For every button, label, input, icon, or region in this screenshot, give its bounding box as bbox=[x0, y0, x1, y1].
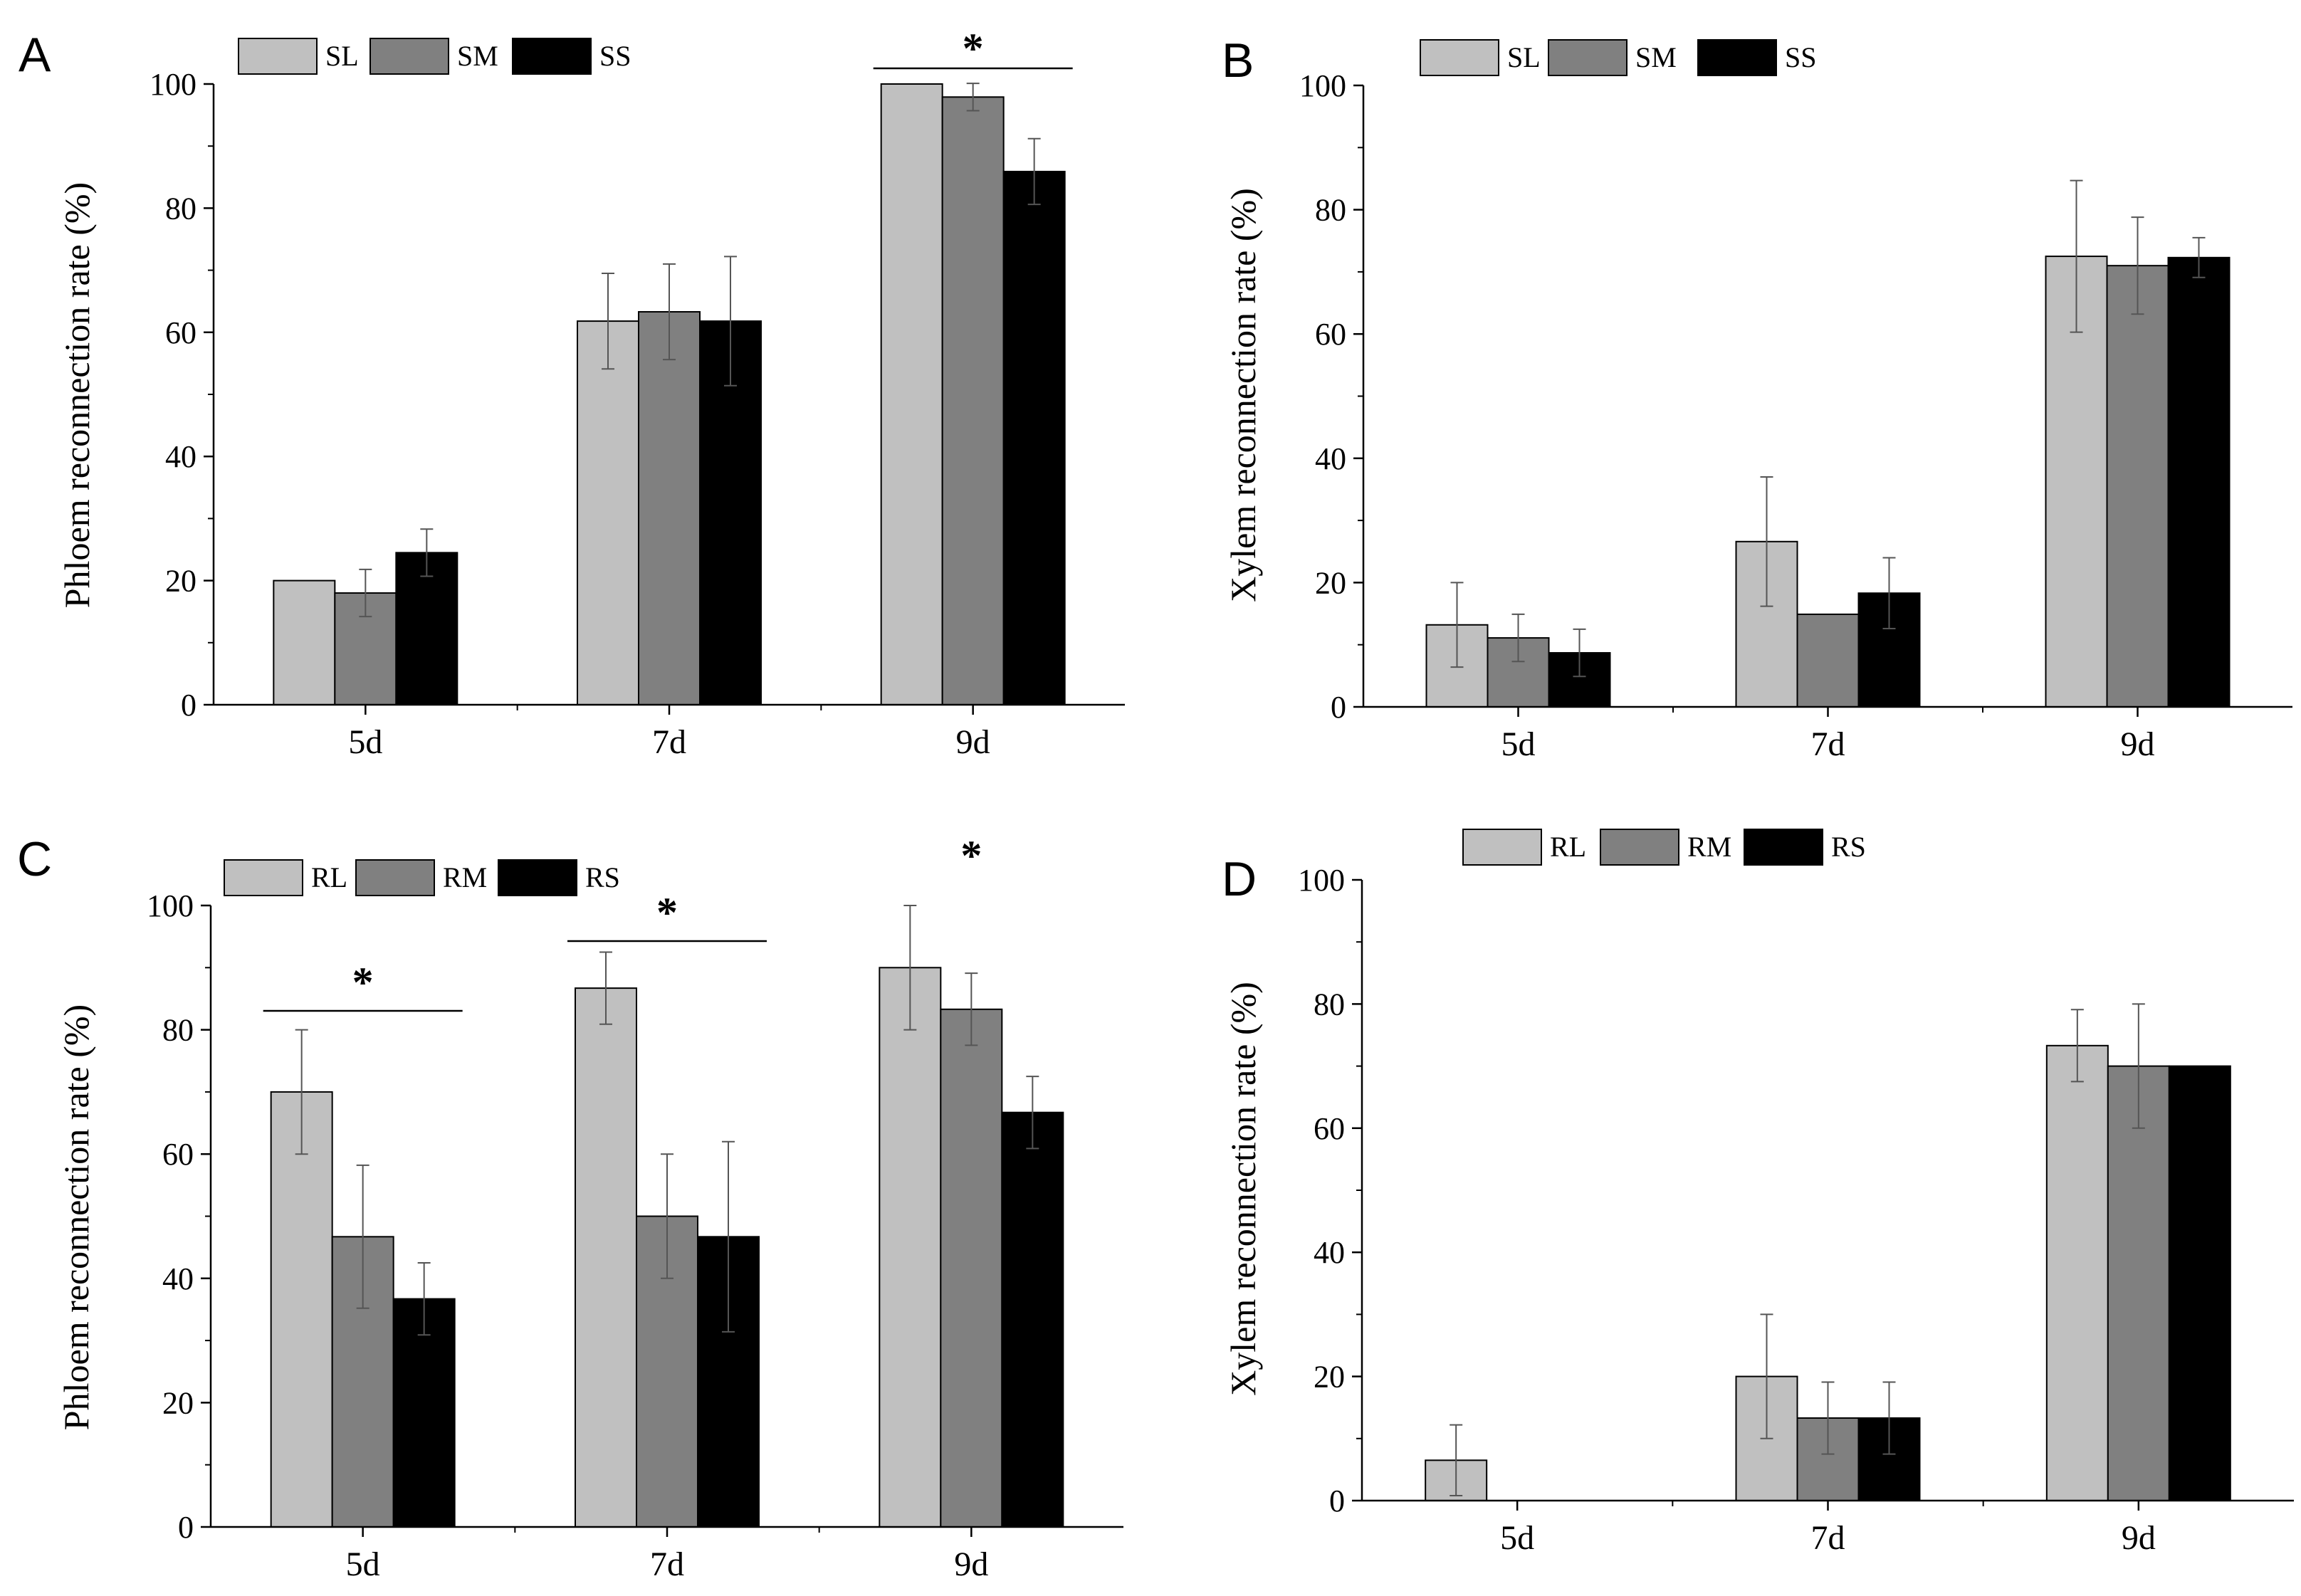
bar-a-sl-5d bbox=[273, 579, 336, 705]
y-axis-title-c: Phloem reconnection rate (%) bbox=[56, 1004, 96, 1430]
significance-star-c-9d: * bbox=[960, 832, 982, 879]
bar-a-sl-7d bbox=[577, 320, 639, 705]
panel-a: A 0 20 40 60 80 100 5d 7d 9d Phloem reconnection r… bbox=[19, 25, 1125, 761]
panel-d: D 0 20 40 60 80 100 5d 7d 9d Xylem reconnection ra… bbox=[1222, 829, 2294, 1557]
x-tick-label-d-5d: 5d bbox=[1500, 1519, 1534, 1557]
y-tick-label-d-40: 40 bbox=[1314, 1235, 1345, 1270]
legend-swatch-a-ss bbox=[512, 38, 592, 75]
legend-swatch-d-rm bbox=[1600, 829, 1679, 866]
y-tick-label-d-20: 20 bbox=[1314, 1360, 1345, 1395]
x-tick-label-a-9d: 9d bbox=[956, 723, 990, 761]
legend-swatch-d-rl bbox=[1462, 829, 1542, 866]
y-tick-label-b-100: 100 bbox=[1299, 68, 1346, 103]
panel-b-letter: B bbox=[1222, 33, 1254, 88]
y-tick-label-a-80: 80 bbox=[165, 191, 196, 226]
legend-swatch-a-sl bbox=[238, 38, 318, 75]
bar-a-sl-9d bbox=[880, 83, 943, 705]
y-tick-label-a-0: 0 bbox=[181, 688, 196, 723]
x-tick-label-b-9d: 9d bbox=[2121, 725, 2155, 763]
legend-swatch-c-rm bbox=[355, 859, 435, 896]
legend-swatch-a-sm bbox=[369, 38, 449, 75]
bar-d-rl-9d bbox=[2045, 1044, 2109, 1501]
y-tick-label-b-20: 20 bbox=[1315, 565, 1346, 600]
bar-c-rl-5d bbox=[270, 1091, 333, 1528]
bar-c-rs-5d bbox=[392, 1298, 456, 1528]
x-tick-label-b-5d: 5d bbox=[1501, 725, 1536, 763]
y-axis-title-b: Xylem reconnection rate (%) bbox=[1223, 188, 1263, 602]
y-tick-label-d-80: 80 bbox=[1314, 987, 1345, 1022]
y-tick-label-b-0: 0 bbox=[1331, 690, 1346, 725]
legend-label-a-sl: SL bbox=[325, 40, 359, 72]
x-tick-label-a-7d: 7d bbox=[652, 723, 686, 761]
bar-d-rs-9d bbox=[2168, 1065, 2231, 1501]
y-axis-title-d: Xylem reconnection rate (%) bbox=[1223, 982, 1263, 1396]
bar-c-rs-9d bbox=[1001, 1111, 1064, 1528]
panel-c-letter: C bbox=[17, 832, 52, 886]
x-tick-label-c-5d: 5d bbox=[346, 1545, 380, 1583]
x-tick-label-c-7d: 7d bbox=[650, 1545, 684, 1583]
significance-star-c-7d: * bbox=[656, 889, 678, 936]
bar-b-sm-7d bbox=[1796, 613, 1860, 708]
legend-swatch-d-rs bbox=[1744, 829, 1823, 866]
significance-star-a-9d: * bbox=[963, 25, 984, 72]
bar-b-ss-9d bbox=[2167, 256, 2231, 708]
legend-swatch-c-rs bbox=[498, 859, 577, 896]
y-tick-label-d-60: 60 bbox=[1314, 1111, 1345, 1146]
panel-b: B 0 20 40 60 80 100 5d 7d 9d Xylem reconnection ra… bbox=[1222, 33, 2292, 763]
legend-swatch-b-ss bbox=[1697, 39, 1777, 76]
bar-a-ss-9d bbox=[1002, 170, 1066, 705]
legend-label-d-rs: RS bbox=[1831, 831, 1866, 863]
y-tick-label-a-60: 60 bbox=[165, 315, 196, 350]
bar-c-rm-9d bbox=[940, 1008, 1003, 1528]
y-tick-label-d-100: 100 bbox=[1298, 863, 1345, 898]
y-tick-label-b-60: 60 bbox=[1315, 317, 1346, 352]
legend-swatch-c-rl bbox=[224, 859, 303, 896]
legend-label-c-rl: RL bbox=[311, 861, 347, 893]
x-tick-label-d-9d: 9d bbox=[2122, 1519, 2156, 1557]
bar-a-sm-9d bbox=[941, 96, 1005, 705]
y-tick-label-c-80: 80 bbox=[162, 1013, 194, 1048]
bar-b-sm-9d bbox=[2106, 265, 2169, 708]
y-tick-label-c-60: 60 bbox=[162, 1137, 194, 1172]
x-tick-label-d-7d: 7d bbox=[1811, 1519, 1845, 1557]
bar-c-rl-7d bbox=[575, 987, 637, 1528]
y-axis-title-a: Phloem reconnection rate (%) bbox=[57, 182, 97, 608]
legend-label-c-rs: RS bbox=[585, 861, 620, 893]
y-tick-label-c-20: 20 bbox=[162, 1385, 194, 1420]
bar-d-rm-9d bbox=[2107, 1065, 2170, 1501]
y-tick-label-a-100: 100 bbox=[150, 67, 196, 102]
legend-label-a-ss: SS bbox=[599, 40, 631, 72]
legend-label-b-sl: SL bbox=[1507, 41, 1541, 73]
y-tick-label-c-0: 0 bbox=[178, 1510, 194, 1545]
panel-a-letter: A bbox=[19, 28, 51, 82]
legend-label-a-sm: SM bbox=[457, 40, 498, 72]
y-tick-label-a-20: 20 bbox=[165, 564, 196, 599]
legend-label-d-rm: RM bbox=[1687, 831, 1731, 863]
legend-label-d-rl: RL bbox=[1550, 831, 1586, 863]
legend-label-b-ss: SS bbox=[1785, 41, 1817, 73]
bar-c-rl-9d bbox=[879, 967, 942, 1528]
x-tick-label-b-7d: 7d bbox=[1811, 725, 1845, 763]
legend-swatch-b-sm bbox=[1548, 39, 1628, 76]
legend-label-c-rm: RM bbox=[443, 861, 487, 893]
y-tick-label-d-0: 0 bbox=[1329, 1484, 1345, 1518]
y-tick-label-c-40: 40 bbox=[162, 1261, 194, 1296]
panel-d-letter: D bbox=[1222, 852, 1257, 906]
x-tick-label-a-5d: 5d bbox=[348, 723, 382, 761]
panel-c: C 0 20 40 60 80 100 5d 7d 9d Phloem reconnection r… bbox=[17, 832, 1123, 1583]
legend-label-b-sm: SM bbox=[1635, 41, 1677, 73]
y-tick-label-b-80: 80 bbox=[1315, 193, 1346, 228]
y-tick-label-a-40: 40 bbox=[165, 439, 196, 474]
legend-swatch-b-sl bbox=[1420, 39, 1499, 76]
y-tick-label-b-40: 40 bbox=[1315, 441, 1346, 476]
x-tick-label-c-9d: 9d bbox=[954, 1545, 988, 1583]
significance-star-c-5d: * bbox=[352, 959, 374, 1006]
y-tick-label-c-100: 100 bbox=[147, 888, 194, 923]
bar-a-sm-7d bbox=[638, 311, 701, 705]
